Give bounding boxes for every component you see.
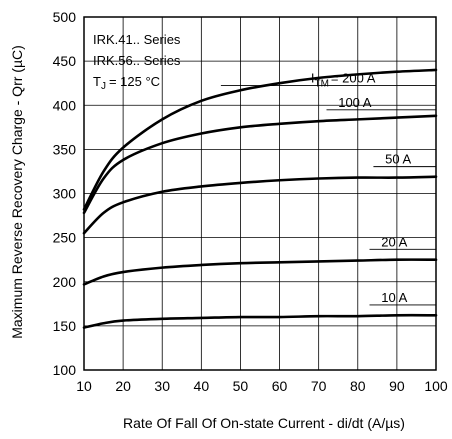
series-curve-20a xyxy=(82,258,438,286)
y-axis-label: Maximum Reverse Recovery Charge - Qrr (µ… xyxy=(9,45,25,339)
y-tick-label: 500 xyxy=(53,9,77,25)
x-tick-label: 40 xyxy=(194,378,210,394)
y-tick-label: 450 xyxy=(53,53,77,69)
x-tick-label: 90 xyxy=(389,378,405,394)
annotation-temperature: TJ = 125 °C xyxy=(93,74,160,92)
y-tick-label: 200 xyxy=(53,274,77,290)
series-label: 10 A xyxy=(381,290,407,305)
x-tick-label: 10 xyxy=(76,378,92,394)
annotation-series-2: IRK.56.. Series xyxy=(93,53,181,68)
annotation-temp-value: = 125 °C xyxy=(109,74,160,89)
x-axis-label: Rate Of Fall Of On-state Current - di/dt… xyxy=(123,415,405,431)
y-tick-label: 300 xyxy=(53,186,77,202)
label-leaders xyxy=(220,85,436,306)
x-tick-label: 80 xyxy=(350,378,366,394)
annotation-temp-subscript: J xyxy=(101,81,106,92)
x-tick-label: 100 xyxy=(424,378,448,394)
series-labels: ITM = 200 A 100 A 50 A 20 A 10 A xyxy=(311,71,412,305)
series-curve-50a xyxy=(82,175,438,235)
series-label: 50 A xyxy=(385,152,411,167)
series-curve-200a xyxy=(82,68,438,211)
y-tick-label: 150 xyxy=(53,318,77,334)
y-tick-labels: 100 150 200 250 300 350 400 450 500 xyxy=(53,9,77,378)
series-label: ITM = 200 A xyxy=(311,71,376,90)
y-tick-label: 350 xyxy=(53,141,77,157)
x-tick-label: 50 xyxy=(233,378,249,394)
series-label: 20 A xyxy=(381,234,407,249)
y-tick-label: 100 xyxy=(53,362,77,378)
annotation-temp-symbol: T xyxy=(93,74,101,89)
x-tick-label: 60 xyxy=(272,378,288,394)
plot-frame xyxy=(83,16,437,371)
grid-lines xyxy=(84,17,436,370)
series-curves xyxy=(82,68,438,329)
series-label: 100 A xyxy=(338,95,372,110)
x-tick-label: 20 xyxy=(115,378,131,394)
series-curve-10a xyxy=(82,313,438,329)
x-tick-label: 70 xyxy=(311,378,327,394)
x-tick-label: 30 xyxy=(154,378,170,394)
y-tick-label: 250 xyxy=(53,230,77,246)
series-curve-100a xyxy=(82,114,438,215)
annotation-series-1: IRK.41.. Series xyxy=(93,32,181,47)
x-tick-labels: 10 20 30 40 50 60 70 80 90 100 xyxy=(76,378,448,394)
y-tick-label: 400 xyxy=(53,97,77,113)
